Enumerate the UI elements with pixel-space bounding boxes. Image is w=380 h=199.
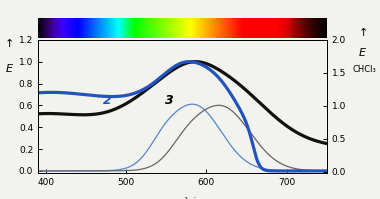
Text: CHCl₃: CHCl₃ — [353, 65, 377, 74]
Text: ↑: ↑ — [5, 39, 14, 49]
Text: E: E — [359, 48, 366, 58]
Text: 3: 3 — [165, 94, 174, 107]
Text: λ in nm  →: λ in nm → — [184, 197, 238, 199]
Text: E: E — [6, 64, 13, 74]
Text: ↑: ↑ — [359, 28, 368, 38]
Text: 2: 2 — [103, 94, 112, 107]
